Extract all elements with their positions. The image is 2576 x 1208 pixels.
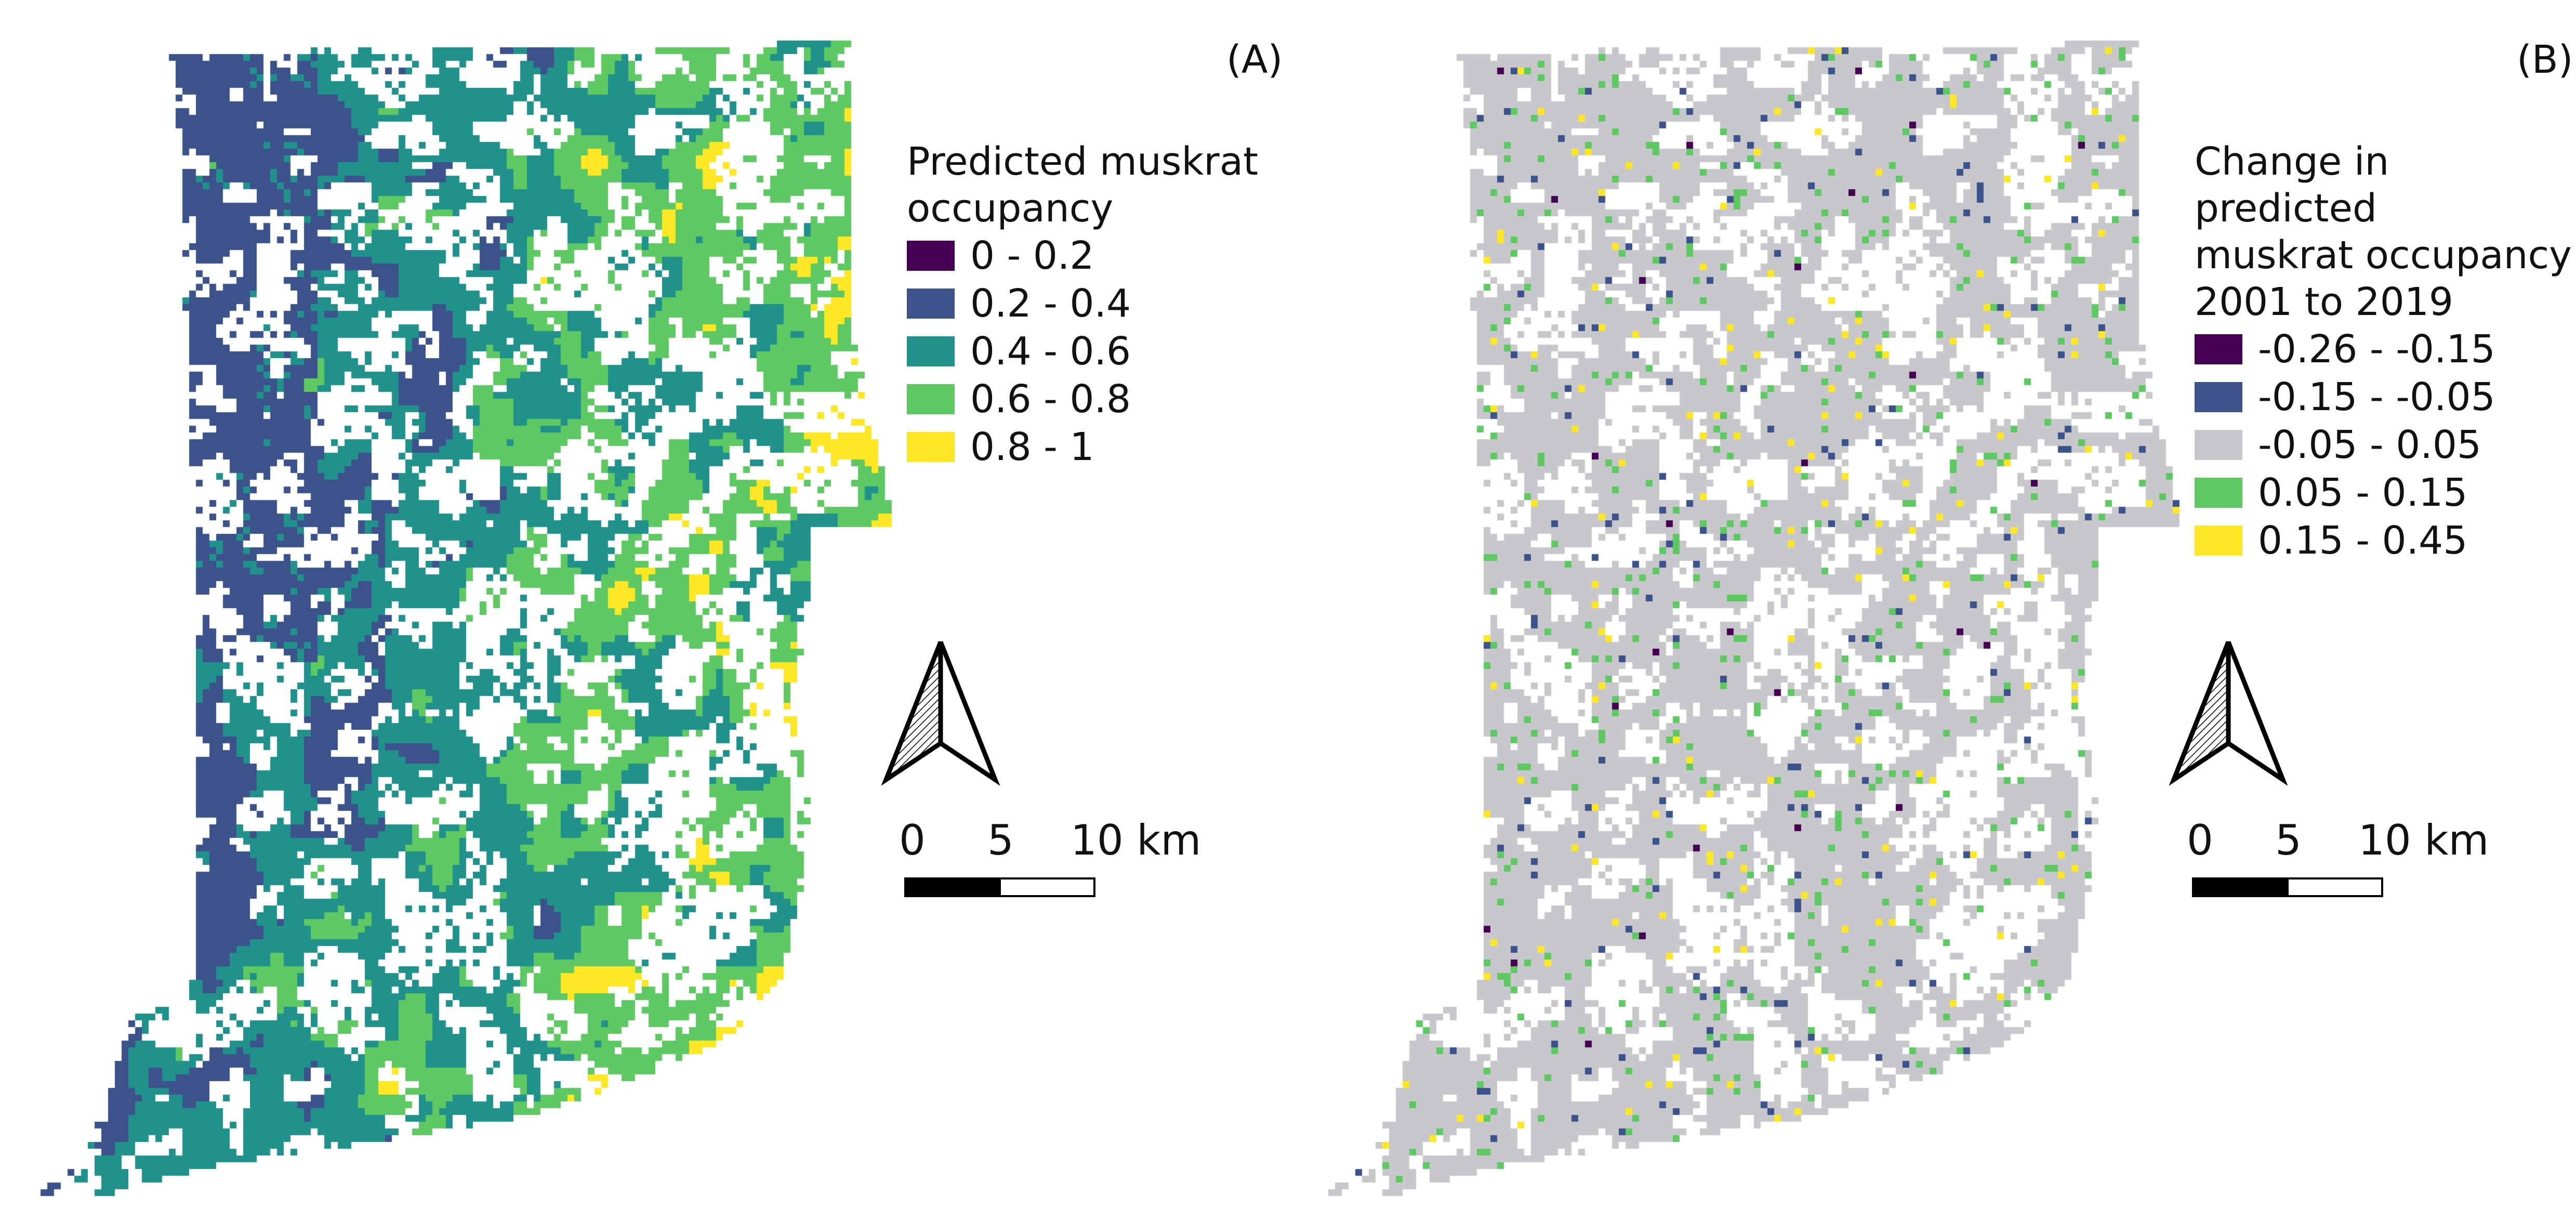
legend-swatch: [907, 384, 955, 414]
legend-label: 0.8 - 1: [970, 425, 1094, 469]
legend-label: -0.26 - -0.15: [2258, 327, 2495, 372]
map-legend: Predicted muskrat occupancy 0 - 0.2 0.2 …: [907, 138, 1258, 471]
occupancy-change-raster-map: [1288, 0, 2202, 1208]
scale-tick-label: 5: [987, 816, 1014, 864]
scale-tick-label: 5: [2275, 816, 2302, 864]
legend-swatch: [907, 241, 955, 271]
north-arrow-icon: [881, 641, 1000, 786]
legend-title: Predicted muskrat occupancy: [907, 139, 1259, 231]
legend-item: 0 - 0.2: [907, 232, 1258, 280]
legend-item: 0.15 - 0.45: [2195, 517, 2576, 564]
legend-swatch: [907, 432, 955, 462]
north-arrow-icon: [2169, 641, 2288, 786]
legend-item: -0.15 - -0.05: [2195, 373, 2576, 421]
legend-label: 0.15 - 0.45: [2258, 518, 2468, 563]
legend-swatch: [2195, 478, 2242, 508]
legend-label: 0.2 - 0.4: [970, 281, 1131, 326]
legend-swatch: [907, 288, 955, 319]
legend-item: 0.4 - 0.6: [907, 327, 1258, 375]
map-panel-a: (A) Predicted muskrat occupancy 0 - 0.2 …: [0, 0, 1283, 1208]
legend-item: 0.8 - 1: [907, 423, 1258, 471]
legend-label: 0.6 - 0.8: [970, 377, 1131, 422]
panel-label: (B): [2517, 37, 2573, 82]
scale-segment-white: [999, 877, 1095, 897]
scale-bar: 0 5 10 km: [2187, 816, 2489, 910]
legend-item: 0.05 - 0.15: [2195, 469, 2576, 517]
panel-label: (A): [1226, 37, 1283, 82]
scale-bar: 0 5 10 km: [899, 816, 1201, 910]
scale-tick-label: 0: [2187, 816, 2213, 864]
legend-swatch: [2195, 334, 2242, 364]
map-legend: Change in predicted muskrat occupancy 20…: [2195, 138, 2576, 564]
map-panel-b: (B) Change in predicted muskrat occupanc…: [1288, 0, 2576, 1208]
legend-item: -0.05 - 0.05: [2195, 421, 2576, 469]
legend-label: 0.4 - 0.6: [970, 329, 1131, 374]
legend-item: 0.2 - 0.4: [907, 280, 1258, 327]
legend-item: 0.6 - 0.8: [907, 375, 1258, 423]
legend-item: -0.26 - -0.15: [2195, 325, 2576, 373]
legend-swatch: [2195, 382, 2242, 412]
legend-label: 0.05 - 0.15: [2258, 470, 2468, 515]
scale-segment-black: [904, 877, 1001, 897]
legend-title: Change in predicted muskrat occupancy 20…: [2195, 139, 2572, 324]
scale-tick-label: 10 km: [1071, 816, 1201, 864]
scale-segment-black: [2192, 877, 2289, 897]
legend-swatch: [2195, 526, 2242, 556]
legend-swatch: [907, 336, 955, 366]
legend-label: -0.05 - 0.05: [2258, 423, 2481, 467]
legend-label: -0.15 - -0.05: [2258, 375, 2495, 419]
legend-label: 0 - 0.2: [970, 233, 1094, 278]
legend-swatch: [2195, 430, 2242, 460]
scale-tick-label: 0: [899, 816, 926, 864]
scale-segment-white: [2287, 877, 2383, 897]
scale-tick-label: 10 km: [2358, 816, 2489, 864]
occupancy-raster-map: [0, 0, 915, 1208]
